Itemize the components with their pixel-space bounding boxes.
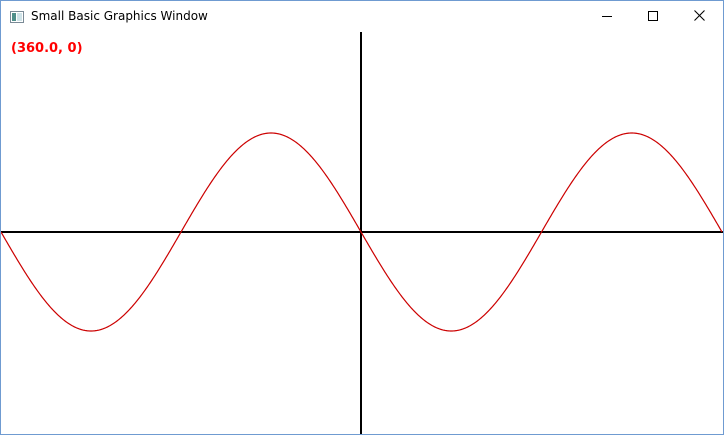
sine-plot [1, 32, 723, 434]
close-button[interactable] [676, 1, 722, 32]
title-bar[interactable]: Small Basic Graphics Window [1, 1, 723, 32]
close-icon [693, 8, 705, 26]
maximize-button[interactable] [630, 1, 676, 32]
coordinate-readout: (360.0, 0) [11, 41, 83, 56]
graphics-canvas[interactable]: (360.0, 0) [1, 32, 723, 434]
window-title: Small Basic Graphics Window [31, 9, 208, 23]
maximize-icon [648, 8, 658, 26]
minimize-icon [602, 8, 612, 26]
small-basic-app-icon[interactable] [10, 10, 24, 23]
sine-curve [1, 132, 723, 332]
minimize-button[interactable] [584, 1, 630, 32]
